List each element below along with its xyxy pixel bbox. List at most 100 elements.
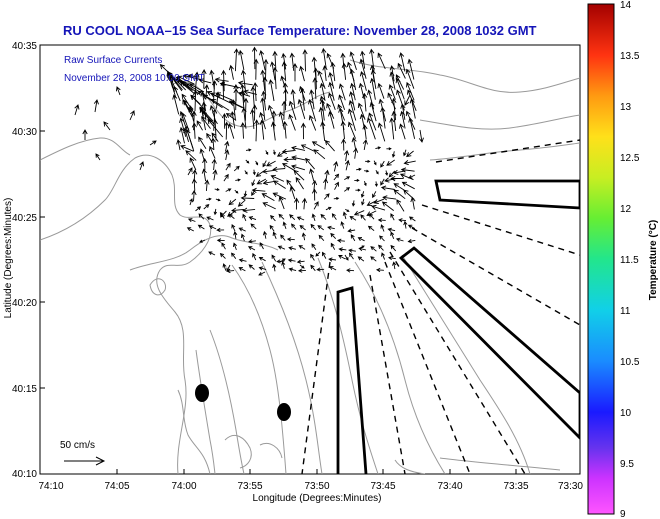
colorbar-label: Temperature (°C) [648, 220, 659, 301]
current-arrow [378, 244, 384, 251]
x-tick-label: 73:45 [370, 481, 395, 492]
current-arrow [228, 213, 235, 219]
current-arrow [291, 155, 306, 161]
current-arrow [326, 102, 335, 119]
current-arrow [399, 52, 406, 72]
current-arrow [219, 212, 225, 219]
colorbar-ticks: 14 13.5 13 12.5 12 11.5 11 10.5 10 9.5 9 [620, 0, 640, 519]
current-arrow [355, 188, 361, 192]
current-arrow [271, 254, 277, 262]
current-arrow [295, 177, 304, 190]
current-arrow [365, 159, 371, 163]
current-arrow [252, 252, 257, 261]
y-tick-label: 40:10 [12, 469, 37, 480]
current-arrow [369, 101, 377, 122]
current-arrow [261, 193, 275, 201]
current-arrow [258, 271, 266, 276]
current-arrow [288, 267, 297, 272]
current-arrow [82, 129, 88, 140]
current-arrow [272, 50, 278, 69]
current-arrow [181, 93, 195, 114]
current-arrow [342, 211, 347, 220]
current-arrow [328, 111, 335, 129]
current-arrow [240, 233, 245, 242]
current-arrow [334, 181, 339, 190]
current-arrow [388, 170, 396, 178]
current-arrow [238, 267, 246, 272]
current-arrow [338, 255, 346, 260]
colorbar-tick-label: 9.5 [620, 459, 634, 470]
current-arrow [241, 107, 247, 129]
current-arrow [225, 162, 231, 171]
current-arrow [405, 68, 415, 89]
current-arrow [215, 91, 221, 109]
current-arrow [328, 92, 336, 110]
current-arrow [360, 50, 366, 69]
colorbar-tick-label: 10 [620, 408, 632, 419]
current-arrow [74, 104, 80, 116]
current-arrow [179, 80, 193, 91]
current-arrow [315, 251, 321, 257]
current-arrow [287, 258, 296, 263]
scale-arrow [64, 456, 106, 466]
current-arrow [270, 121, 276, 141]
current-arrow [348, 99, 357, 121]
current-arrow [391, 97, 397, 121]
current-arrow [395, 77, 405, 100]
current-arrow [325, 206, 332, 211]
current-arrow [374, 181, 378, 188]
current-arrow [231, 99, 237, 121]
current-arrow [272, 149, 276, 156]
current-arrow [377, 82, 385, 99]
x-tick-label: 74:10 [38, 481, 63, 492]
x-tick-label: 74:00 [171, 481, 196, 492]
current-arrow [231, 223, 236, 232]
current-arrow [176, 75, 195, 85]
current-arrow [270, 215, 276, 222]
current-arrow [390, 231, 395, 239]
current-arrow [272, 66, 278, 90]
current-arrow [286, 237, 295, 242]
current-arrow [345, 208, 350, 212]
current-arrow [272, 166, 286, 172]
current-arrow [349, 82, 356, 101]
current-arrow [408, 216, 416, 222]
current-arrow [224, 149, 230, 161]
current-arrow [179, 126, 185, 144]
current-arrow [343, 149, 350, 162]
current-arrow [311, 141, 325, 150]
current-arrow [390, 176, 404, 182]
current-arrow [242, 207, 256, 213]
current-arrow [403, 149, 407, 157]
current-arrow [323, 193, 330, 200]
current-arrow [418, 129, 424, 143]
current-arrow [197, 224, 205, 230]
current-arrow [313, 67, 319, 90]
current-arrow [317, 70, 326, 90]
current-arrow [298, 245, 306, 250]
current-arrow [273, 180, 286, 189]
current-arrow [297, 268, 306, 273]
current-arrow [372, 191, 377, 199]
current-arrow [233, 48, 240, 72]
current-arrow [313, 201, 319, 210]
current-arrow [351, 200, 356, 207]
current-arrow [188, 105, 195, 122]
current-arrow [395, 74, 405, 90]
current-arrow [362, 124, 368, 140]
current-arrow [312, 77, 318, 100]
current-arrow [212, 108, 218, 131]
current-arrow [340, 120, 346, 140]
current-arrow [201, 101, 207, 121]
current-arrow [350, 234, 356, 242]
current-arrow [370, 246, 377, 252]
current-arrow [351, 136, 357, 150]
current-arrow [407, 224, 416, 229]
current-arrow [252, 82, 258, 102]
current-arrow [262, 76, 268, 100]
current-arrow [367, 89, 375, 110]
x-tick-label: 73:30 [558, 481, 583, 492]
current-arrow [328, 81, 335, 101]
current-arrow [392, 261, 397, 270]
current-arrow [235, 178, 241, 182]
